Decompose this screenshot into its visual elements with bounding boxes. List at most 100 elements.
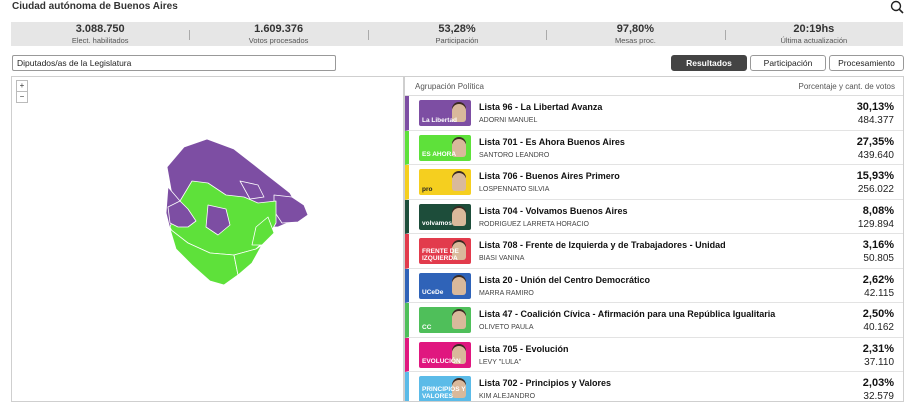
district-southwest-green	[169, 228, 239, 286]
participation-button[interactable]: Participación	[750, 55, 826, 71]
district-map[interactable]	[12, 77, 403, 401]
party-logo: PRINCIPIOS Y VALORES	[419, 376, 471, 401]
party-logo: CC	[419, 307, 471, 333]
party-name: Lista 705 - Evolución	[479, 343, 569, 354]
party-logo-text: PRINCIPIOS Y VALORES	[422, 386, 466, 400]
vote-percent: 27,35%	[856, 135, 894, 148]
stat-label: Elect. habilitados	[71, 35, 129, 45]
vote-percent: 8,08%	[862, 204, 894, 217]
map-panel[interactable]	[11, 76, 404, 402]
stat-participation: 53,28% Participación	[367, 22, 546, 45]
vote-count: 32.579	[863, 391, 894, 402]
candidate-name: RODRIGUEZ LARRETA HORACIO	[479, 220, 589, 228]
results-panel: Agrupación Política Porcentaje y cant. d…	[404, 76, 904, 402]
candidate-photo	[452, 173, 466, 191]
candidate-photo	[452, 380, 466, 398]
vote-count: 40.162	[863, 322, 894, 333]
party-result-row[interactable]: EVOLUCIÓN Lista 705 - Evolución LEVY "LULA…	[405, 337, 903, 372]
party-name: Lista 47 - Coalición Cívica - Afirmación…	[479, 309, 776, 319]
party-logo-text: FRENTE DE IZQUIERDA	[422, 248, 459, 262]
party-logo: volvamos	[419, 203, 471, 230]
stat-processed-votes: 1.609.376 Votos procesados	[189, 22, 367, 45]
stat-value: 53,28%	[438, 22, 476, 35]
stat-label: Última actualización	[780, 35, 848, 45]
candidate-name: SANTORO LEANDRO	[479, 151, 550, 159]
column-party: Agrupación Política	[415, 81, 484, 91]
stat-value: 1.609.376	[254, 22, 304, 35]
district-east	[273, 194, 309, 224]
vote-count: 439.640	[857, 149, 894, 161]
zoom-out-button[interactable]: −	[16, 91, 28, 103]
party-logo: EVOLUCIÓN	[419, 341, 471, 368]
party-logo-text: CC	[422, 323, 432, 331]
vote-count: 50.805	[863, 253, 894, 264]
vote-count: 129.894	[857, 218, 894, 230]
party-result-row[interactable]: FRENTE DE IZQUIERDA Lista 708 - Frente de…	[405, 234, 903, 269]
party-result-row[interactable]: PRINCIPIOS Y VALORES Lista 702 - Principi…	[405, 372, 903, 402]
candidate-photo	[452, 138, 466, 157]
candidate-name: LOSPENNATO SILVIA	[479, 186, 550, 193]
party-logo-text: pro	[422, 185, 433, 193]
party-result-row[interactable]: pro Lista 706 - Buenos Aires Primero LOSPE…	[405, 165, 903, 200]
vote-count: 42.115	[864, 287, 894, 299]
stat-label: Votos procesados	[248, 35, 309, 45]
results-header: Agrupación Política Porcentaje y cant. d…	[405, 77, 903, 96]
vote-percent: 3,16%	[862, 239, 894, 251]
results-list: La Libertad Lista 96 - La Libertad Avanza…	[405, 96, 903, 402]
party-logo: La Libertad	[419, 100, 471, 126]
party-result-row[interactable]: UCeDe Lista 20 - Unión del Centro Democrá…	[405, 268, 903, 303]
page-title: Ciudad autónoma de Buenos Aires	[12, 1, 178, 12]
candidate-photo	[452, 104, 466, 122]
party-logo-text: UCeDe	[422, 289, 444, 296]
results-button[interactable]: Resultados	[671, 55, 747, 71]
candidate-photo	[452, 345, 466, 364]
party-name: Lista 96 - La Libertad Avanza	[479, 102, 603, 112]
stat-last-update: 20:19hs Última actualización	[724, 22, 903, 45]
processing-button[interactable]: Procesamiento	[829, 55, 904, 71]
party-logo: ES AHORA	[419, 134, 471, 161]
category-select[interactable]: Diputados/as de la Legislatura	[12, 55, 336, 71]
party-logo-text: EVOLUCIÓN	[422, 358, 461, 365]
candidate-photo	[452, 311, 466, 329]
party-name: Lista 706 - Buenos Aires Primero	[479, 171, 620, 181]
district-south-green	[233, 244, 263, 276]
party-logo: FRENTE DE IZQUIERDA	[419, 238, 471, 264]
vote-percent: 2,31%	[862, 342, 894, 355]
district-north-east-purple	[239, 180, 265, 200]
district-inner-purple	[205, 204, 231, 236]
party-result-row[interactable]: volvamos Lista 704 - Volvamos Buenos Aire…	[405, 199, 903, 234]
candidate-photo	[452, 207, 466, 226]
party-name: Lista 702 - Principios y Valores	[479, 378, 612, 388]
candidate-name: KIM ALEJANDRO	[479, 393, 536, 400]
stat-value: 97,80%	[616, 22, 655, 35]
party-logo-text: volvamos	[422, 220, 452, 227]
party-logo: UCeDe	[419, 272, 471, 299]
district-west-purple	[167, 200, 197, 228]
vote-count: 484.377	[857, 115, 894, 126]
stat-label: Participación	[435, 35, 479, 45]
party-result-row[interactable]: CC Lista 47 - Coalición Cívica - Afirmaci…	[405, 303, 903, 338]
stat-label: Mesas proc.	[614, 35, 656, 45]
party-name: Lista 708 - Frente de Izquierda y de Tra…	[479, 240, 726, 250]
party-name: Lista 704 - Volvamos Buenos Aires	[479, 205, 628, 216]
candidate-name: MARRA RAMIRO	[479, 289, 534, 297]
stat-tables-processed: 97,80% Mesas proc.	[546, 22, 724, 45]
vote-percent: 2,03%	[862, 377, 894, 389]
search-icon[interactable]	[890, 0, 904, 14]
vote-count: 256.022	[857, 184, 894, 195]
column-percent-votes: Porcentaje y cant. de votos	[798, 81, 896, 91]
stat-value: 20:19hs	[793, 22, 835, 35]
district-southeast-green	[251, 216, 275, 246]
stats-bar: 3.088.750 Elect. habilitados 1.609.376 V…	[11, 22, 903, 46]
stat-value: 3.088.750	[75, 22, 125, 35]
vote-percent: 30,13%	[856, 101, 894, 113]
candidate-photo	[452, 276, 466, 295]
candidate-photo	[452, 242, 466, 260]
candidate-name: BIASI VANINA	[479, 255, 525, 262]
party-result-row[interactable]: La Libertad Lista 96 - La Libertad Avanza…	[405, 96, 903, 131]
candidate-name: OLIVETO PAULA	[479, 324, 534, 331]
party-logo: pro	[419, 169, 471, 195]
party-name: Lista 701 - Es Ahora Buenos Aires	[479, 136, 625, 147]
party-result-row[interactable]: ES AHORA Lista 701 - Es Ahora Buenos Aire…	[405, 130, 903, 165]
vote-count: 37.110	[864, 356, 894, 368]
